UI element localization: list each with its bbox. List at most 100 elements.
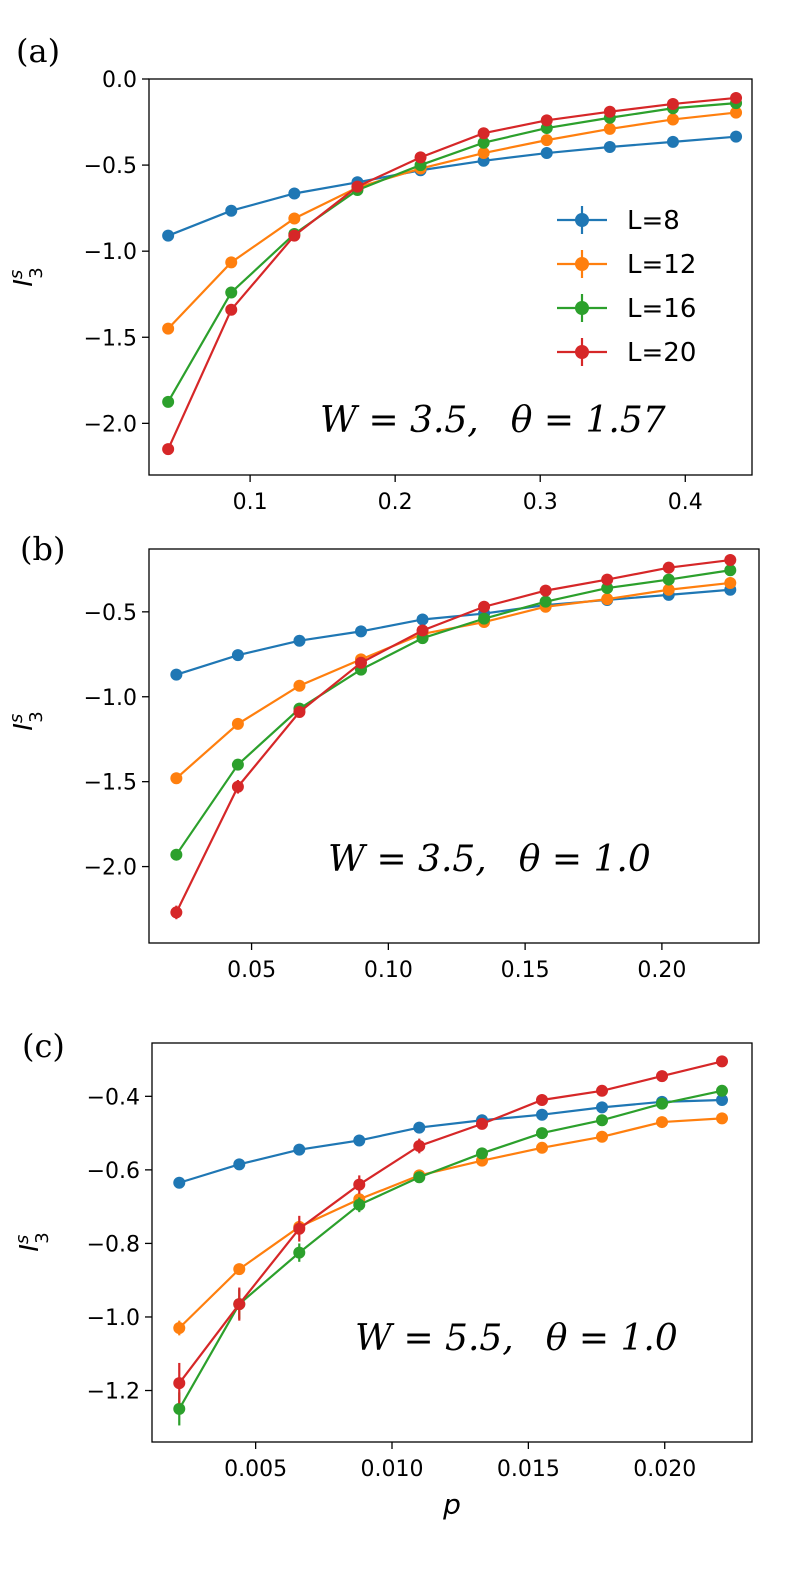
x-tick-label: 0.20 (637, 958, 686, 983)
x-tick-label: 0.015 (497, 1457, 560, 1482)
data-point (536, 1108, 548, 1121)
data-point (724, 554, 737, 567)
series-L20 (162, 91, 743, 456)
data-point (353, 1198, 366, 1211)
axes-frame (148, 548, 760, 944)
panel-label: (a) (16, 32, 60, 70)
series-line (176, 588, 731, 676)
data-point (173, 1402, 186, 1415)
data-point (231, 649, 244, 662)
y-tick-label: −0.4 (87, 1085, 140, 1110)
data-point (170, 906, 183, 919)
series-line (167, 111, 737, 330)
axes-frame (151, 1042, 753, 1443)
data-point (476, 1117, 488, 1130)
data-point (173, 1377, 186, 1390)
panel-1: (a) 0.1 0.2 0.3 0.4 0.0 −0.5 −1.0 −1.5 −2.0 Is3 W =… (6, 32, 753, 515)
legend: L=8 L=12 L=16 L=20 (557, 206, 696, 368)
data-point (662, 583, 675, 596)
x-tick-label: 0.4 (668, 490, 703, 515)
series-L12 (162, 106, 743, 335)
series-line (167, 96, 737, 450)
data-point (170, 668, 183, 681)
data-point (536, 1127, 548, 1140)
data-point (173, 1176, 186, 1189)
parameter-annotation: W = 3.5, θ = 1.57 (320, 400, 666, 441)
data-point (162, 395, 175, 408)
y-tick-label: −0.6 (87, 1159, 140, 1184)
series-line (167, 102, 737, 403)
data-point (540, 134, 553, 147)
data-point (231, 717, 244, 730)
data-point (354, 656, 367, 669)
data-point (477, 147, 490, 160)
data-point (293, 1222, 306, 1235)
series-line (178, 1089, 723, 1410)
data-point (539, 595, 552, 608)
data-point (233, 1298, 246, 1311)
data-point (173, 1322, 186, 1334)
data-point (170, 772, 183, 785)
series-line (178, 1098, 723, 1184)
x-tick-label: 0.020 (633, 1457, 696, 1482)
series-line (175, 558, 731, 913)
data-point (413, 1171, 426, 1184)
data-point (354, 625, 367, 638)
y-axis-label: Is3 (12, 1232, 53, 1252)
data-point (351, 180, 364, 193)
series-L12 (170, 576, 737, 785)
data-point (656, 1116, 668, 1129)
data-point (662, 561, 675, 574)
data-point (603, 122, 616, 135)
data-point (596, 1114, 608, 1127)
data-point (233, 1158, 246, 1171)
data-point (225, 303, 238, 316)
y-tick-label: −1.5 (84, 326, 137, 351)
data-point (288, 229, 301, 242)
y-tick-label: −1.2 (87, 1380, 140, 1405)
data-point (416, 613, 429, 626)
parameter-annotation: W = 5.5, θ = 1.0 (355, 1318, 678, 1359)
data-point (293, 1143, 306, 1156)
data-point (540, 147, 553, 160)
data-point (724, 576, 737, 589)
data-point (225, 286, 238, 299)
data-point (596, 1084, 608, 1097)
x-tick-label: 0.1 (233, 490, 268, 515)
data-point (162, 229, 175, 242)
data-point (225, 204, 238, 217)
y-tick-label: −1.0 (87, 1306, 140, 1331)
data-point (601, 582, 614, 595)
data-point (730, 106, 743, 119)
legend-entry: L=8 (557, 206, 680, 236)
series-line (175, 569, 731, 856)
data-point (477, 127, 490, 140)
data-point (225, 256, 238, 269)
legend-marker (575, 257, 589, 271)
x-tick-label: 0.3 (523, 490, 558, 515)
data-point (601, 593, 614, 606)
data-point (662, 573, 675, 586)
y-tick-label: −2.0 (84, 412, 137, 437)
legend-label: L=12 (627, 250, 696, 280)
y-tick-label: −0.5 (84, 601, 137, 626)
data-point (293, 634, 306, 647)
y-tick-label: 0.0 (102, 68, 137, 93)
parameter-annotation: W = 3.5, θ = 1.0 (328, 839, 651, 880)
series-line (178, 1117, 723, 1329)
data-point (596, 1130, 608, 1143)
data-point (656, 1070, 668, 1083)
legend-entry: L=16 (557, 294, 696, 324)
data-point (716, 1055, 728, 1068)
y-axis-label: Is3 (6, 711, 47, 731)
data-point (413, 1121, 426, 1134)
panel-label: (b) (20, 530, 65, 568)
data-point (293, 679, 306, 692)
x-tick-label: 0.2 (378, 490, 413, 515)
x-tick-label: 0.10 (364, 958, 413, 983)
x-tick-label: 0.005 (224, 1457, 287, 1482)
data-point (162, 322, 175, 335)
legend-label: L=8 (627, 206, 680, 236)
data-point (730, 130, 743, 143)
